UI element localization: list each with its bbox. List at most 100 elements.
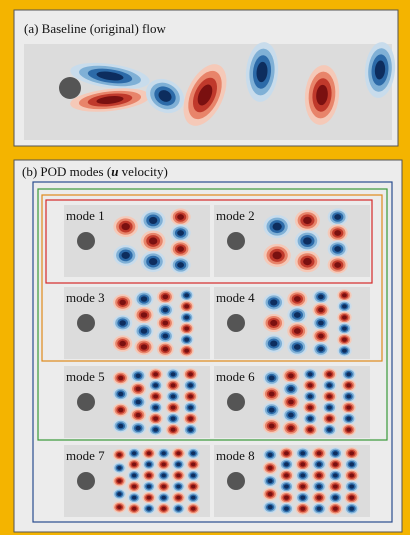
vortex: [288, 413, 294, 418]
vortex: [141, 312, 148, 318]
vortex: [191, 507, 196, 511]
vortex: [191, 496, 196, 500]
vortex: [153, 405, 158, 409]
vortex: [300, 462, 305, 466]
vortex: [153, 372, 158, 376]
vortex: [300, 496, 305, 500]
cylinder: [77, 314, 95, 332]
vortex: [117, 479, 122, 483]
vortex: [334, 214, 341, 220]
vortex: [188, 405, 193, 409]
vortex: [327, 383, 332, 387]
vortex: [303, 217, 312, 224]
vortex: [334, 262, 341, 268]
vortex: [327, 405, 332, 409]
vortex: [171, 383, 176, 387]
vortex: [191, 462, 196, 466]
vortex: [284, 507, 289, 511]
vortex: [149, 258, 157, 265]
vortex: [270, 341, 277, 347]
vortex: [119, 320, 126, 326]
vortex: [346, 405, 351, 409]
vortex: [349, 451, 354, 455]
vortex: [177, 214, 184, 220]
vortex: [141, 344, 148, 350]
vortex: [318, 347, 324, 352]
title-part: (b) POD modes (: [22, 164, 111, 179]
vortex: [162, 347, 168, 352]
vortex: [349, 507, 354, 511]
vortex: [177, 246, 184, 252]
mode-label: mode 1: [66, 208, 105, 223]
vortex: [136, 400, 141, 405]
vortex: [346, 428, 351, 432]
vortex: [317, 484, 322, 488]
vortex: [132, 507, 137, 511]
vortex: [270, 299, 277, 305]
vortex: [136, 413, 141, 418]
vortex: [273, 251, 282, 259]
vortex: [342, 349, 347, 353]
vortex: [191, 474, 196, 478]
mode-label: mode 2: [216, 208, 255, 223]
mode-label: mode 5: [66, 369, 105, 384]
vortex: [294, 328, 301, 334]
vortex: [346, 383, 351, 387]
vortex: [132, 451, 137, 455]
vortex: [270, 320, 277, 326]
vortex: [136, 387, 141, 392]
vortex: [136, 374, 141, 379]
vortex: [284, 496, 289, 500]
vortex: [327, 428, 332, 432]
vortex: [132, 485, 137, 489]
vortex: [342, 326, 347, 330]
vortex: [171, 417, 176, 421]
vortex: [284, 462, 289, 466]
vortex: [162, 334, 168, 339]
vortex: [184, 315, 189, 319]
mode-label: mode 8: [216, 448, 255, 463]
vortex: [308, 372, 313, 376]
vortex: [342, 293, 347, 297]
cylinder: [59, 77, 81, 99]
vortex: [122, 223, 130, 230]
vortex: [294, 344, 301, 350]
vortex: [346, 372, 351, 376]
vortex: [136, 426, 141, 431]
vortex: [118, 392, 123, 397]
vortex: [149, 237, 157, 244]
vortex: [308, 383, 313, 387]
vortex: [269, 375, 275, 380]
vortex: [288, 400, 294, 405]
vortex: [117, 453, 122, 457]
vortex: [176, 507, 181, 511]
vortex: [318, 321, 324, 326]
vortex: [317, 473, 322, 477]
vortex: [346, 394, 351, 398]
vortex: [132, 474, 137, 478]
vortex: [318, 294, 324, 299]
vortex: [303, 237, 312, 244]
vortex: [184, 349, 189, 353]
vortex: [176, 462, 181, 466]
vortex: [327, 417, 332, 421]
panel-a-title: (a) Baseline (original) flow: [24, 21, 166, 36]
vortex: [294, 296, 301, 302]
vortex: [147, 507, 152, 511]
vortex: [308, 428, 313, 432]
mode-tile: mode 4: [214, 287, 370, 359]
vortex: [147, 485, 152, 489]
vortex: [147, 496, 152, 500]
vortex: [171, 405, 176, 409]
mode-tile: mode 3: [64, 287, 210, 359]
mode-label: mode 7: [66, 448, 105, 463]
vortex: [334, 246, 341, 252]
vortex: [188, 383, 193, 387]
cylinder: [227, 393, 245, 411]
vortex: [177, 262, 184, 268]
vortex: [117, 492, 122, 496]
vortex: [268, 453, 273, 457]
vortex: [161, 474, 166, 478]
vortex: [318, 307, 324, 312]
vortex: [284, 484, 289, 488]
